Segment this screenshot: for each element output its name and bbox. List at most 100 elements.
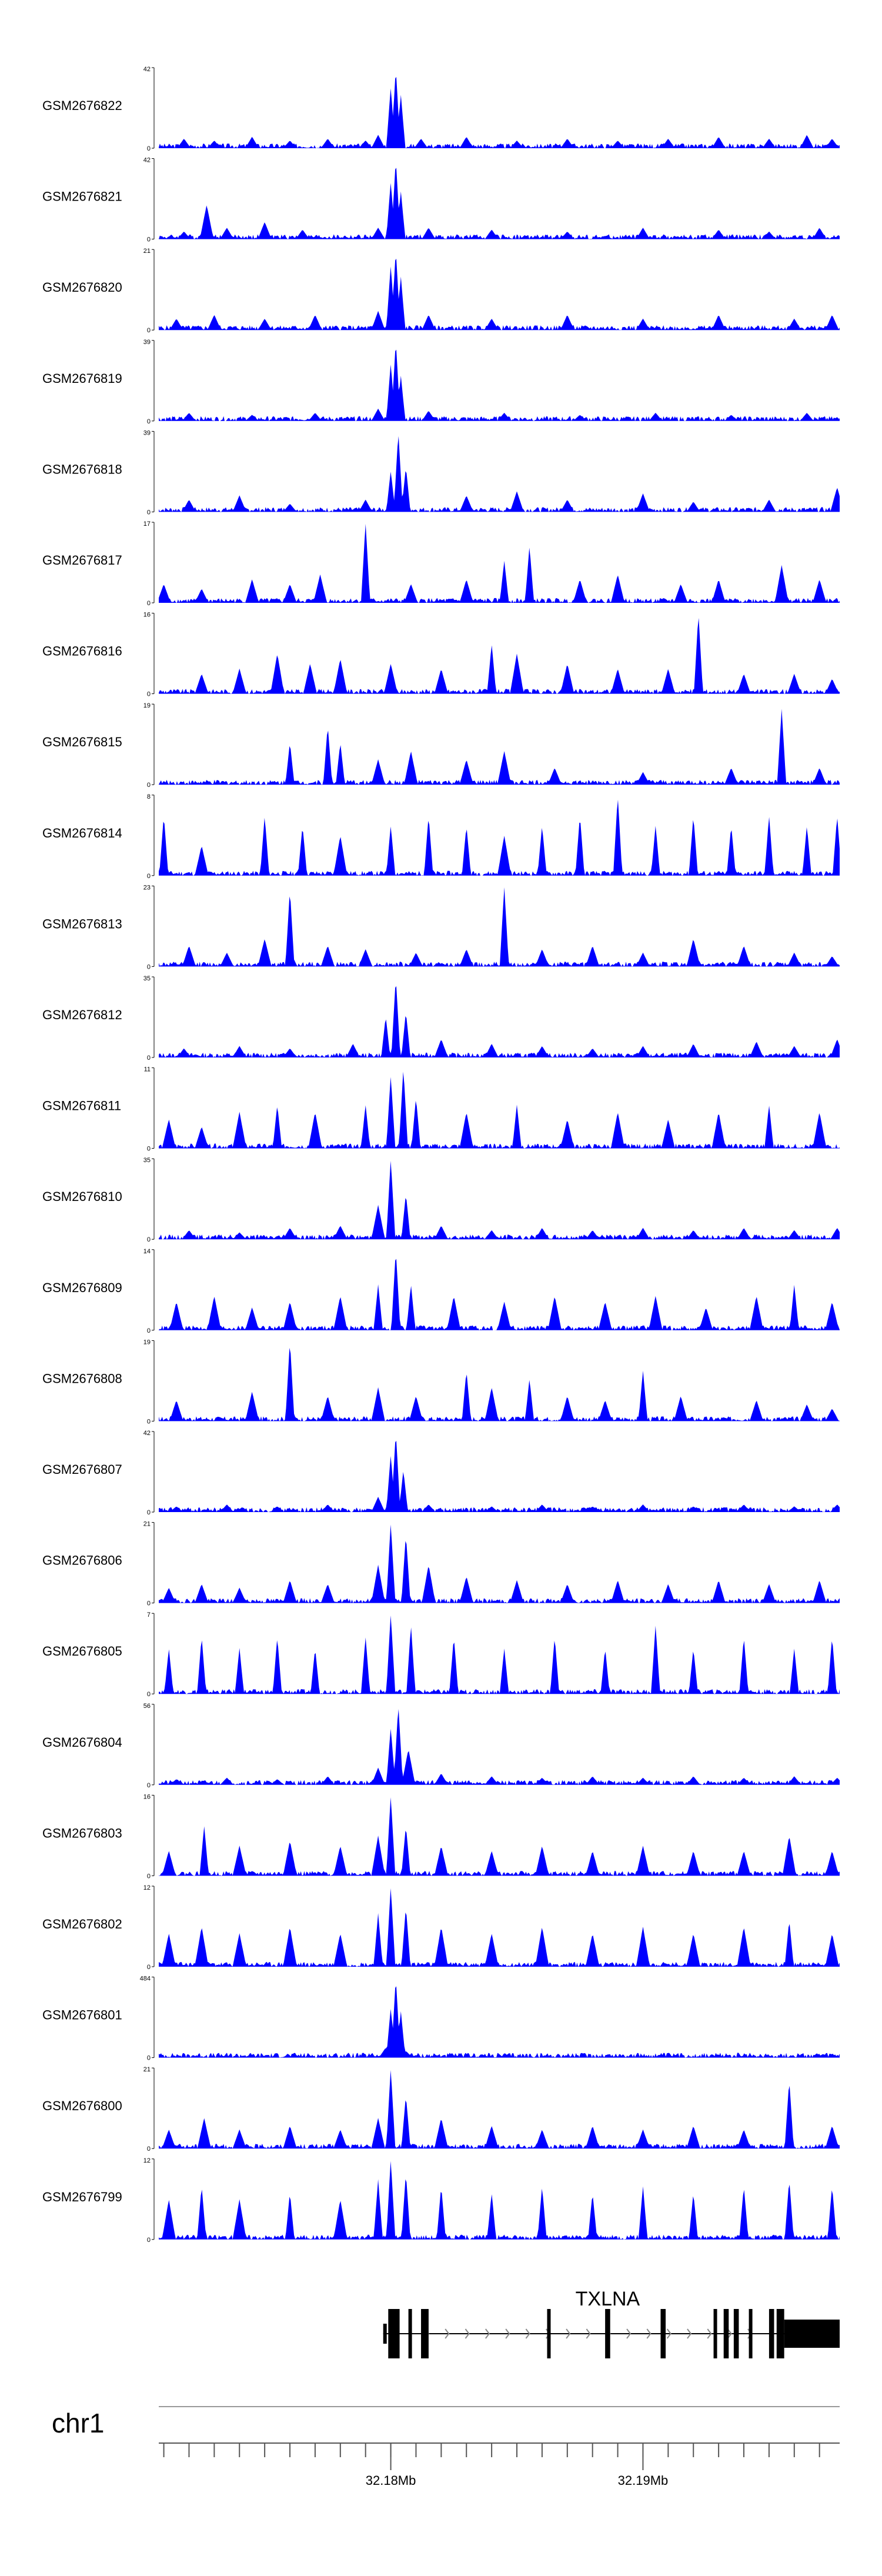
exon xyxy=(713,2309,717,2358)
track-GSM2676801: GSM2676801 484 0 xyxy=(42,1976,840,2062)
track-GSM2676799: GSM2676799 12 0 xyxy=(42,2157,840,2244)
track-label: GSM2676815 xyxy=(42,735,122,749)
track-label: GSM2676808 xyxy=(42,1371,122,1386)
track-GSM2676806: GSM2676806 21 0 xyxy=(42,1521,840,1607)
exon xyxy=(383,2324,387,2344)
exon xyxy=(421,2309,429,2358)
y-tick-label-min: 0 xyxy=(147,1600,151,1607)
x-tick-label: 32.18Mb xyxy=(366,2473,416,2488)
coverage-area xyxy=(159,258,840,331)
y-tick-label-max: 19 xyxy=(143,1339,151,1346)
coverage-area xyxy=(159,76,840,148)
coverage-area xyxy=(159,1888,840,1967)
track-GSM2676819: GSM2676819 39 0 xyxy=(42,339,840,425)
exon xyxy=(733,2309,739,2358)
y-tick-label-min: 0 xyxy=(147,782,151,789)
track-label: GSM2676813 xyxy=(42,916,122,931)
y-tick-label-min: 0 xyxy=(147,2145,151,2153)
exon xyxy=(769,2309,774,2358)
track-GSM2676810: GSM2676810 35 0 xyxy=(42,1157,840,1243)
track-label: GSM2676814 xyxy=(42,826,122,840)
strand-chevron xyxy=(707,2328,712,2339)
exon xyxy=(388,2309,400,2358)
strand-chevron xyxy=(465,2328,470,2339)
track-label: GSM2676820 xyxy=(42,280,122,295)
y-tick-label-min: 0 xyxy=(147,509,151,516)
chromosome-label: chr1 xyxy=(52,2408,104,2438)
y-tick-label-max: 42 xyxy=(143,157,151,164)
strand-chevron xyxy=(626,2328,632,2339)
track-GSM2676802: GSM2676802 12 0 xyxy=(42,1884,840,1971)
track-label: GSM2676812 xyxy=(42,1007,122,1022)
coverage-area xyxy=(159,799,840,876)
y-tick-label-min: 0 xyxy=(147,418,151,425)
coverage-area xyxy=(159,1440,840,1512)
y-tick-label-max: 21 xyxy=(143,248,151,255)
y-tick-label-max: 23 xyxy=(143,884,151,891)
strand-chevron xyxy=(666,2328,671,2339)
genome-axis: chr1 32.18Mb 32.19Mb xyxy=(52,2406,840,2488)
coverage-area xyxy=(159,1072,840,1149)
coverage-area xyxy=(159,1986,840,2058)
y-tick-label-max: 21 xyxy=(143,2066,151,2073)
track-GSM2676820: GSM2676820 21 0 xyxy=(42,248,840,334)
y-tick-label-max: 11 xyxy=(144,1066,151,1073)
track-GSM2676816: GSM2676816 16 0 xyxy=(42,612,840,698)
y-tick-label-max: 56 xyxy=(143,1703,151,1710)
track-label: GSM2676799 xyxy=(42,2190,122,2204)
y-tick-label-max: 39 xyxy=(143,339,151,346)
track-label: GSM2676805 xyxy=(42,1644,122,1659)
y-tick-label-max: 35 xyxy=(143,1157,151,1164)
track-GSM2676813: GSM2676813 23 0 xyxy=(42,884,840,970)
y-tick-label-min: 0 xyxy=(147,1964,151,1971)
strand-chevron xyxy=(525,2328,530,2339)
y-tick-label-max: 12 xyxy=(143,1884,151,1891)
track-label: GSM2676819 xyxy=(42,371,122,386)
y-tick-label-max: 19 xyxy=(143,702,151,709)
strand-chevron xyxy=(566,2328,571,2339)
y-tick-label-min: 0 xyxy=(147,2055,151,2062)
y-tick-label-min: 0 xyxy=(147,1509,151,1516)
y-tick-label-min: 0 xyxy=(147,1236,151,1243)
coverage-area xyxy=(159,168,840,239)
y-tick-label-max: 7 xyxy=(147,1611,151,1619)
y-tick-label-min: 0 xyxy=(147,873,151,880)
track-GSM2676803: GSM2676803 16 0 xyxy=(42,1793,840,1880)
track-GSM2676822: GSM2676822 42 0 xyxy=(42,66,840,152)
coverage-area xyxy=(159,1347,840,1422)
coverage-area xyxy=(159,436,840,512)
y-tick-label-min: 0 xyxy=(147,1418,151,1425)
track-GSM2676807: GSM2676807 42 0 xyxy=(42,1430,840,1516)
coverage-area xyxy=(159,1709,840,1785)
y-tick-label-min: 0 xyxy=(147,1055,151,1062)
y-tick-label-min: 0 xyxy=(147,1873,151,1880)
track-GSM2676811: GSM2676811 11 0 xyxy=(42,1066,840,1153)
exon xyxy=(749,2309,753,2358)
y-tick-label-max: 35 xyxy=(143,975,151,982)
exon xyxy=(408,2309,412,2358)
coverage-area xyxy=(159,523,840,603)
y-tick-label-min: 0 xyxy=(147,600,151,607)
coverage-area xyxy=(159,1797,840,1876)
strand-chevron xyxy=(687,2328,692,2339)
y-tick-label-min: 0 xyxy=(147,1691,151,1698)
y-tick-label-min: 0 xyxy=(147,1146,151,1153)
coverage-area xyxy=(159,1615,840,1694)
y-tick-label-max: 14 xyxy=(143,1248,151,1255)
track-label: GSM2676807 xyxy=(42,1462,122,1477)
y-tick-label-min: 0 xyxy=(147,1782,151,1789)
y-tick-label-max: 12 xyxy=(143,2157,151,2164)
track-label: GSM2676821 xyxy=(42,189,122,204)
strand-chevron xyxy=(727,2328,732,2339)
y-tick-label-max: 484 xyxy=(140,1976,151,1983)
y-tick-label-min: 0 xyxy=(147,963,151,970)
gene-name-label: TXLNA xyxy=(576,2288,640,2310)
coverage-area xyxy=(159,1524,840,1603)
track-label: GSM2676817 xyxy=(42,553,122,568)
y-tick-label-max: 39 xyxy=(143,429,151,436)
coverage-area xyxy=(159,709,840,785)
track-label: GSM2676816 xyxy=(42,644,122,659)
y-tick-label-min: 0 xyxy=(147,327,151,334)
coverage-area xyxy=(159,1160,840,1240)
track-GSM2676818: GSM2676818 39 0 xyxy=(42,429,840,516)
